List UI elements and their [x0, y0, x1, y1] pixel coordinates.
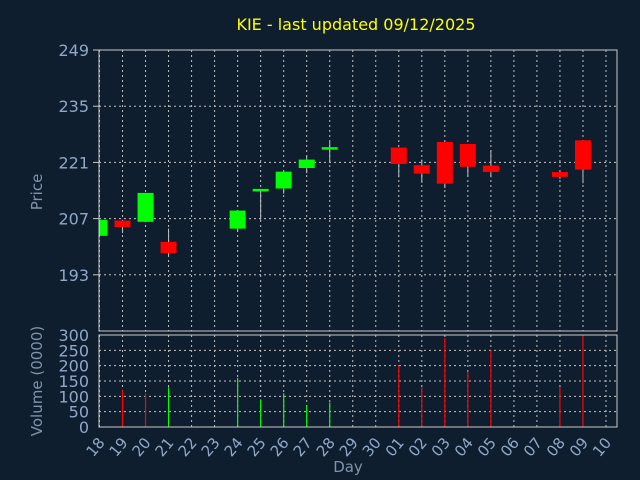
- candle-body: [160, 241, 177, 254]
- candle-body: [321, 147, 338, 150]
- candle-body: [100, 219, 108, 236]
- day-tick-label: 01: [382, 434, 408, 460]
- day-tick-label: 04: [451, 434, 477, 460]
- volume-axis-label: Volume (0000): [28, 326, 46, 436]
- candle-body: [298, 159, 315, 169]
- day-tick-label: 05: [474, 434, 500, 460]
- volume-tick-label: 150: [58, 372, 89, 391]
- day-tick-labels: 1819202122232425262728293001020304050607…: [83, 434, 616, 460]
- day-tick-label: 27: [290, 434, 316, 460]
- price-grid: [93, 49, 617, 331]
- price-panel-frame: [98, 49, 618, 332]
- day-tick-label: 20: [129, 434, 155, 460]
- day-tick-label: 06: [497, 434, 523, 460]
- day-tick-label: 30: [359, 434, 385, 460]
- candle-body: [482, 165, 499, 173]
- volume-tick-label: 200: [58, 357, 89, 376]
- price-tick-label: 207: [58, 210, 89, 229]
- day-tick-label: 28: [313, 434, 339, 460]
- chart-title: KIE - last updated 09/12/2025: [236, 15, 475, 34]
- volume-panel-frame: [98, 334, 618, 428]
- candle-body: [551, 172, 568, 177]
- day-tick-label: 02: [405, 434, 431, 460]
- volume-tick-label: 0: [79, 418, 89, 437]
- candle-body: [436, 141, 453, 184]
- day-tick-label: 21: [152, 434, 178, 460]
- day-tick-label: 09: [566, 434, 592, 460]
- price-tick-label: 193: [58, 266, 89, 285]
- day-tick-label: 08: [543, 434, 569, 460]
- volume-tick-label: 100: [58, 387, 89, 406]
- day-tick-label: 25: [244, 434, 270, 460]
- volume-tick-label: 50: [69, 403, 89, 422]
- candle-body: [390, 147, 407, 165]
- day-tick-label: 10: [589, 434, 615, 460]
- day-tick-label: 29: [336, 434, 362, 460]
- candlesticks: [99, 140, 591, 256]
- candle-body: [413, 165, 430, 174]
- day-tick-label: 07: [520, 434, 546, 460]
- price-tick-label: 235: [58, 97, 89, 116]
- day-tick-label: 19: [106, 434, 132, 460]
- candle-body: [459, 143, 476, 167]
- day-tick-label: 23: [198, 434, 224, 460]
- volume-bars: [121, 335, 584, 427]
- day-tick-label: 26: [267, 434, 293, 460]
- candle-body: [275, 171, 292, 189]
- day-tick-label: 03: [428, 434, 454, 460]
- price-tick-labels: 193 207 221 235 249: [58, 41, 89, 285]
- candle-body: [574, 140, 591, 170]
- volume-tick-label: 250: [58, 341, 89, 360]
- candle-body: [229, 210, 246, 229]
- price-axis-label: Price: [28, 174, 46, 211]
- day-tick-label: 24: [221, 434, 247, 460]
- candle-body: [137, 192, 154, 222]
- price-tick-label: 249: [58, 41, 89, 60]
- candle-body: [252, 188, 269, 192]
- volume-grid: [99, 334, 617, 428]
- day-tick-label: 18: [83, 434, 109, 460]
- day-axis-label: Day: [333, 458, 363, 476]
- day-tick-label: 22: [175, 434, 201, 460]
- price-tick-label: 221: [58, 153, 89, 172]
- candle-body: [114, 220, 131, 228]
- volume-tick-label: 300: [58, 326, 89, 345]
